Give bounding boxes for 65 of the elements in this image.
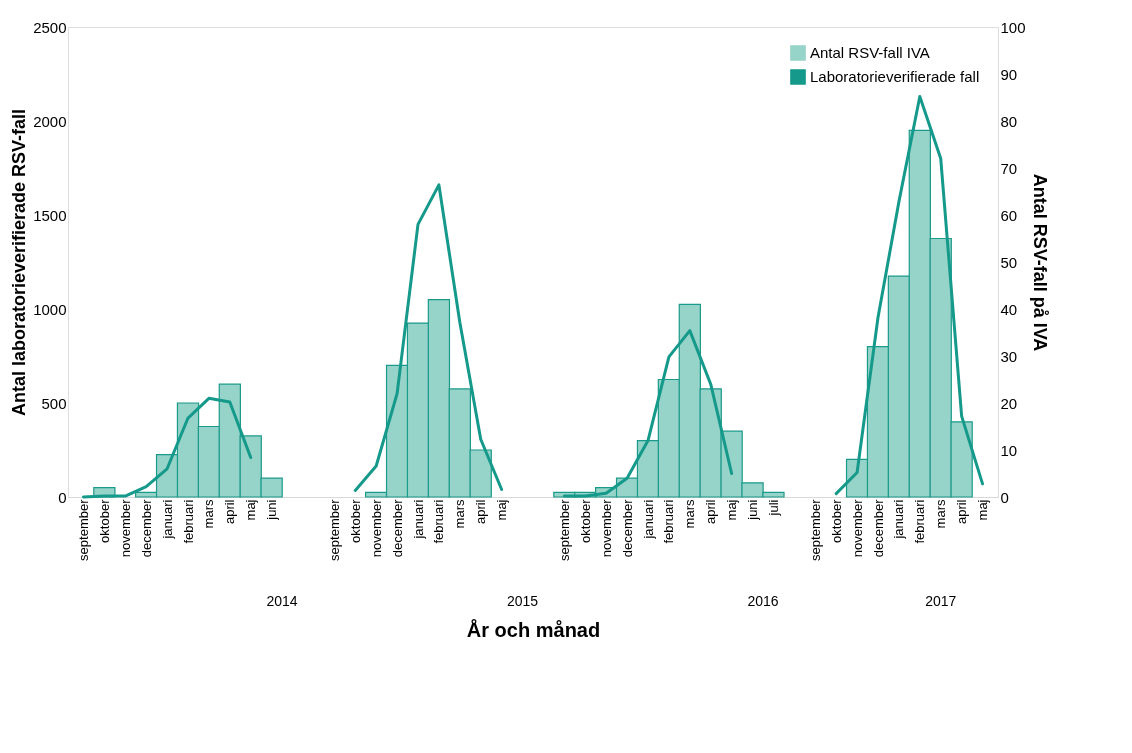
x-tick-label: februari <box>661 499 677 544</box>
y-tick-label: 1000 <box>33 300 67 318</box>
x-tick-label: april <box>222 499 238 525</box>
x-tick-label: februari <box>180 499 196 544</box>
x-tick-label: december <box>389 498 405 558</box>
y2-tick-label: 20 <box>1000 394 1018 412</box>
x-tick-label: november <box>849 498 865 558</box>
x-tick-label: april <box>703 499 719 525</box>
x-tick-label: juni <box>745 499 761 521</box>
x-tick-label: mars <box>933 499 949 529</box>
y2-tick-label: 40 <box>1000 300 1018 318</box>
x-tick-label: oktober <box>577 498 593 543</box>
x-tick-label: maj <box>724 499 740 521</box>
x-tick-label: september <box>326 498 342 561</box>
x-tick-label: december <box>138 498 154 558</box>
x-tick-label: december <box>619 498 635 558</box>
y2-axis-title: Antal RSV-fall på IVA <box>1029 173 1050 352</box>
y-axis-title: Antal laboratorieverifierade RSV-fall <box>9 108 30 417</box>
x-tick-label: juli <box>765 499 781 517</box>
x-tick-label: oktober <box>96 498 112 543</box>
text: 2015 <box>506 593 539 609</box>
x-tick-label: januari <box>891 499 907 540</box>
y-tick-label: 500 <box>41 394 67 412</box>
x-tick-label: januari <box>640 499 656 540</box>
text: 2014 <box>266 593 298 609</box>
x-tick-label: september <box>556 498 572 561</box>
x-tick-label: maj <box>494 499 510 521</box>
text: 2016 <box>747 593 779 609</box>
x-tick-label: juni <box>264 499 280 521</box>
x-tick-label: november <box>368 498 384 558</box>
x-tick-label: januari <box>159 499 175 540</box>
y-tick-label: 0 <box>58 488 67 506</box>
text: 2017 <box>925 593 957 609</box>
y2-tick-label: 30 <box>1000 347 1018 365</box>
x-tick-label: mars <box>452 499 468 529</box>
x-tick-label: februari <box>431 499 447 544</box>
legend-label: Antal RSV-fall IVA <box>810 44 930 61</box>
x-tick-label: april <box>473 499 489 525</box>
y2-tick-label: 50 <box>1000 253 1018 271</box>
legend-label: Laboratorieverifierade fall <box>810 68 980 85</box>
x-tick-label: maj <box>975 499 991 521</box>
x-tick-label: mars <box>682 499 698 529</box>
y2-tick-label: 80 <box>1000 112 1018 130</box>
x-tick-label: februari <box>912 499 928 544</box>
x-tick-label: maj <box>243 499 259 521</box>
y2-tick-label: 0 <box>1000 488 1009 506</box>
y-tick-label: 2500 <box>33 18 67 36</box>
x-tick-label: januari <box>410 499 426 540</box>
x-tick-label: oktober <box>828 498 844 543</box>
x-tick-label: oktober <box>347 498 363 543</box>
x-tick-label: mars <box>201 499 217 529</box>
x-tick-label: december <box>870 498 886 558</box>
x-tick-label: april <box>954 499 970 525</box>
y-tick-label: 2000 <box>33 112 67 130</box>
y2-tick-label: 70 <box>1000 159 1018 177</box>
x-tick-label: september <box>807 498 823 561</box>
x-axis-title: År och månad <box>466 617 601 641</box>
y2-tick-label: 10 <box>1000 441 1018 459</box>
y2-tick-label: 90 <box>1000 65 1018 83</box>
y2-tick-label: 100 <box>1000 18 1026 36</box>
y2-tick-label: 60 <box>1000 206 1018 224</box>
x-tick-label: november <box>117 498 133 558</box>
y-tick-label: 1500 <box>33 206 67 224</box>
x-tick-label: september <box>75 498 91 561</box>
x-tick-label: november <box>598 498 614 558</box>
